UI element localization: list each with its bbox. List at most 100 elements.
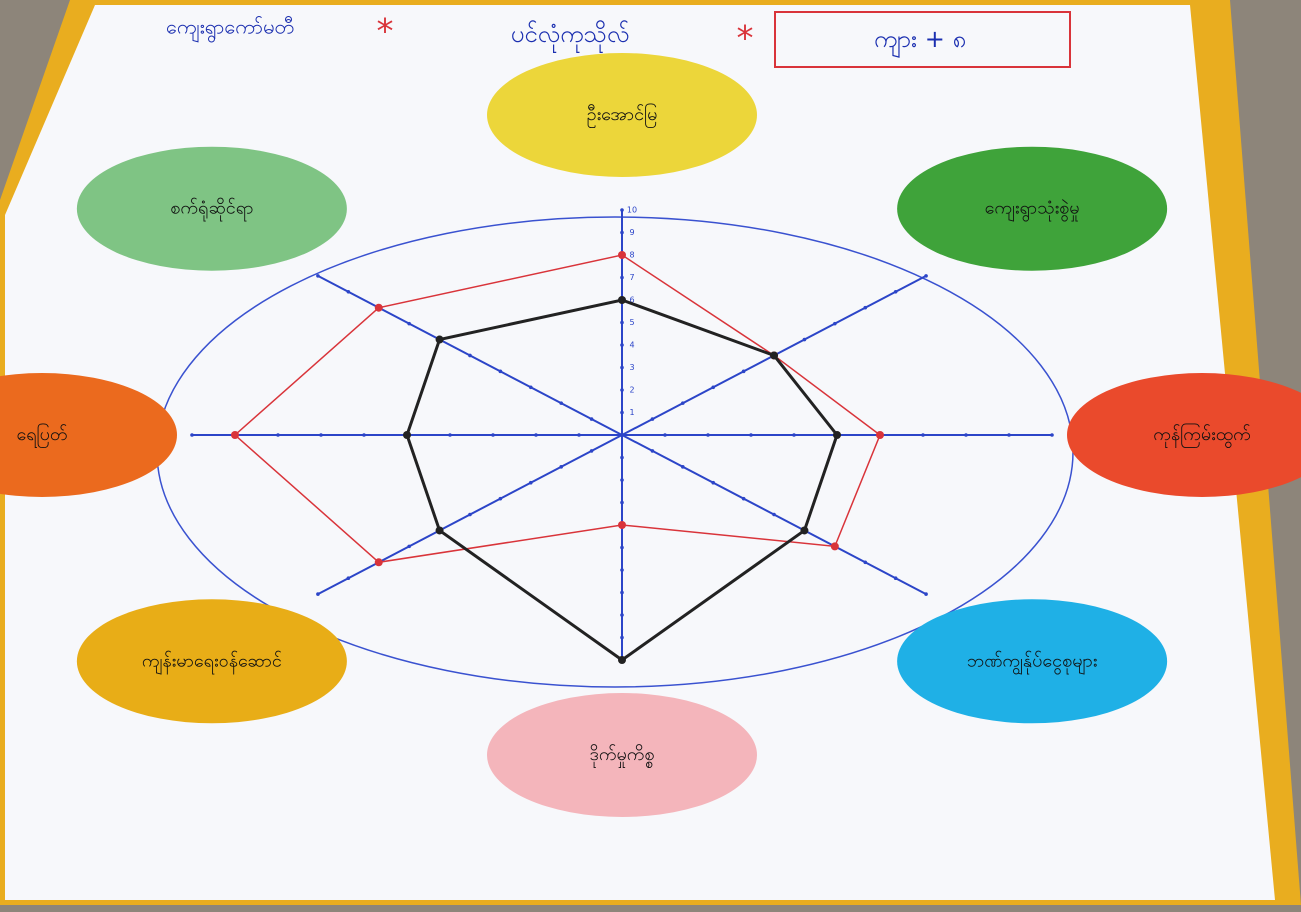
series-point bbox=[876, 431, 884, 439]
axis-label: ရေပြတ် bbox=[17, 423, 68, 448]
tick-mark bbox=[620, 590, 624, 595]
tick-mark bbox=[620, 343, 624, 347]
series-point bbox=[618, 251, 626, 259]
series-point bbox=[374, 558, 383, 567]
tick-mark bbox=[620, 208, 624, 212]
tick-mark bbox=[620, 568, 624, 572]
tick-mark bbox=[706, 433, 710, 437]
tick-mark bbox=[589, 417, 594, 421]
series-point bbox=[231, 431, 239, 439]
tick-mark bbox=[620, 388, 624, 392]
tick-mark bbox=[468, 512, 472, 517]
tick-mark bbox=[620, 545, 624, 550]
subtitle: ပင်လုံကုသိုလ် bbox=[511, 19, 630, 53]
tick-mark bbox=[620, 455, 624, 460]
tick-mark bbox=[620, 635, 624, 640]
series-point bbox=[435, 526, 444, 535]
tick-mark bbox=[319, 433, 323, 437]
axis-label: စက်ရုံဆိုင်ရာ bbox=[170, 198, 253, 222]
tick-mark bbox=[407, 321, 411, 326]
series-point bbox=[770, 351, 779, 360]
tick-mark bbox=[711, 480, 716, 485]
label-blob bbox=[487, 693, 757, 817]
tick-mark bbox=[893, 290, 898, 294]
tick-mark bbox=[498, 369, 503, 374]
tick-mark bbox=[620, 410, 624, 415]
axis-label: ဒိုက်မှုကိစ္စ bbox=[589, 744, 654, 768]
tick-mark bbox=[681, 465, 685, 469]
tick-mark bbox=[346, 290, 351, 294]
tick-mark bbox=[802, 337, 807, 342]
series-point bbox=[374, 303, 383, 312]
tick-mark bbox=[921, 433, 925, 437]
axis-label: ကုန်ကြမ်းထွက် bbox=[1153, 423, 1250, 448]
tick-mark bbox=[741, 369, 746, 374]
label-blob bbox=[897, 599, 1168, 724]
tick-mark bbox=[893, 576, 898, 580]
series-point bbox=[618, 521, 626, 529]
label-blob bbox=[897, 146, 1168, 271]
label-blob bbox=[1067, 373, 1301, 497]
title: ကျေးရွာကော်မတီ bbox=[166, 15, 294, 43]
tick-label: 3 bbox=[629, 363, 634, 372]
tick-mark bbox=[190, 433, 194, 437]
tick-mark bbox=[346, 576, 351, 580]
tick-mark bbox=[1007, 433, 1011, 437]
tick-mark bbox=[620, 500, 624, 505]
tick-label: 9 bbox=[629, 228, 634, 237]
tick-mark bbox=[663, 433, 667, 437]
tick-mark bbox=[863, 560, 868, 565]
bracket bbox=[774, 11, 1071, 68]
tick-mark bbox=[1050, 433, 1054, 437]
axis-label: ကျန်းမာရေးဝန်ဆောင် bbox=[142, 650, 282, 674]
series-point bbox=[618, 656, 626, 664]
tick-mark bbox=[863, 305, 868, 310]
tick-mark bbox=[650, 449, 655, 453]
series-point bbox=[435, 335, 444, 344]
series-point bbox=[800, 526, 809, 535]
tick-label: 7 bbox=[629, 273, 634, 282]
label-blob bbox=[0, 373, 177, 497]
label-blob bbox=[76, 599, 347, 724]
tick-mark bbox=[276, 433, 280, 437]
tick-mark bbox=[924, 274, 928, 278]
axis-label: ဘဏ်ကျွန်ုပ်ငွေစုများ bbox=[967, 650, 1097, 675]
tick-mark bbox=[650, 417, 655, 421]
tick-mark bbox=[559, 401, 563, 405]
tick-mark bbox=[528, 480, 533, 485]
star: * bbox=[377, 12, 394, 52]
tick-label: 10 bbox=[627, 206, 637, 215]
tick-mark bbox=[498, 496, 503, 501]
tick-mark bbox=[924, 592, 928, 596]
tick-mark bbox=[468, 353, 472, 358]
tick-mark bbox=[577, 433, 581, 437]
tick-mark bbox=[833, 321, 837, 326]
axis-label: ဦးအောင်မြ bbox=[587, 103, 658, 128]
series-point bbox=[830, 542, 839, 551]
tick-mark bbox=[559, 465, 563, 469]
series-point bbox=[618, 296, 626, 304]
tick-label: 1 bbox=[629, 408, 634, 417]
tick-mark bbox=[620, 230, 624, 235]
tick-mark bbox=[741, 496, 746, 501]
tick-mark bbox=[711, 385, 716, 390]
tick-mark bbox=[407, 544, 411, 549]
tick-mark bbox=[620, 320, 624, 325]
tick-label: 5 bbox=[629, 318, 634, 327]
tick-mark bbox=[316, 274, 320, 278]
tick-label: 6 bbox=[629, 296, 634, 305]
tick-mark bbox=[528, 385, 533, 390]
tick-mark bbox=[620, 275, 624, 280]
tick-mark bbox=[620, 478, 624, 482]
tick-label: 8 bbox=[629, 251, 634, 260]
tick-mark bbox=[448, 433, 452, 437]
tick-mark bbox=[362, 433, 366, 437]
tick-label: 2 bbox=[629, 386, 634, 395]
axis-label: ကျေးရွာသုံးစွဲမှု bbox=[985, 198, 1080, 222]
tick-mark bbox=[589, 449, 594, 453]
tick-mark bbox=[620, 613, 624, 617]
tick-mark bbox=[316, 592, 320, 596]
annotation: ကျား + ၈ bbox=[874, 25, 966, 58]
